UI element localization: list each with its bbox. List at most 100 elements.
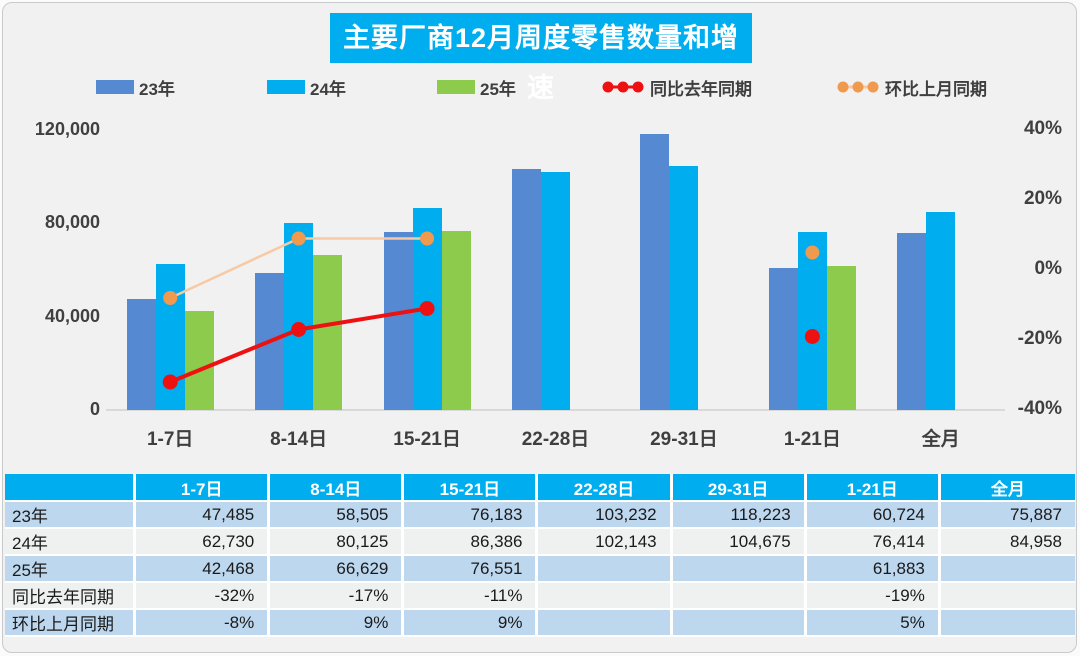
table-row: 环比上月同期 -8% 9% 9% 5%	[5, 610, 1075, 637]
x-axis-category-label: 全月	[921, 429, 960, 450]
table-cell: 86,386	[404, 529, 539, 556]
table-cell: 76,183	[404, 502, 539, 529]
y-axis-tick-label: 80,000	[44, 212, 100, 233]
table-row: 同比去年同期 -32% -17% -11% -19%	[5, 583, 1075, 610]
y-axis-tick-label: 120,000	[34, 119, 100, 139]
x-axis-line	[106, 409, 1005, 411]
row-label: 23年	[5, 502, 137, 529]
bar	[669, 165, 699, 410]
table-cell: 118,223	[672, 502, 807, 529]
table-cell: 9%	[270, 610, 405, 637]
table-header-cell	[5, 474, 137, 502]
right-axis-tick-label: 20%	[1023, 188, 1062, 209]
table-cell	[672, 556, 807, 583]
table-cell: 60,724	[806, 502, 941, 529]
table-cell: 42,468	[136, 556, 271, 583]
right-axis-tick-label: 0%	[1034, 258, 1062, 279]
table-cell: -8%	[136, 610, 271, 637]
mom-line-segment	[169, 237, 300, 300]
yoy-marker	[162, 374, 178, 390]
table-cell	[940, 610, 1075, 637]
table-cell: -17%	[270, 583, 405, 610]
mom-marker	[420, 231, 435, 246]
bar	[126, 299, 156, 410]
mom-marker	[805, 245, 820, 260]
legend-label: 24年	[310, 79, 346, 99]
table-cell: 47,485	[136, 502, 271, 529]
legend-item-4: 同比去年同期	[601, 76, 752, 99]
table-row: 23年 47,485 58,505 76,183 103,232 118,223 60,72…	[5, 502, 1075, 529]
table-cell: 5%	[806, 610, 941, 637]
table-cell: -32%	[136, 583, 271, 610]
mom-marker	[163, 291, 178, 305]
y-axis-tick-label: 0	[89, 399, 100, 419]
table-header-cell: 1-7日	[136, 474, 271, 502]
table-cell: 76,551	[404, 556, 539, 583]
legend-line-marker-icon	[602, 81, 644, 93]
legend-line-marker-icon	[837, 81, 879, 93]
yoy-marker	[291, 322, 307, 337]
bar	[512, 169, 541, 410]
bar	[441, 231, 471, 410]
bar	[184, 310, 214, 410]
table-cell	[672, 610, 807, 637]
table-cell: -11%	[404, 583, 539, 610]
yoy-line-segment	[298, 306, 428, 332]
bar	[897, 232, 927, 410]
table-header-cell: 8-14日	[270, 474, 405, 502]
bar	[640, 134, 670, 410]
legend-swatch-icon	[267, 80, 305, 94]
bar	[768, 268, 798, 410]
table-cell	[538, 556, 673, 583]
table-row: 24年 62,730 80,125 86,386 102,143 104,675 76,41…	[5, 529, 1075, 556]
table-header-cell: 15-21日	[404, 474, 539, 502]
legend-item-3: 25年	[437, 76, 516, 99]
table-cell	[538, 583, 673, 610]
x-axis-category-label: 8-14日	[270, 429, 328, 450]
legend-label: 环比上月同期	[885, 79, 987, 99]
bar	[926, 211, 956, 410]
table-cell: 66,629	[270, 556, 405, 583]
data-table: 1-7日 8-14日 15-21日 22-28日 29-31日 1-21日 全月 23年 47,…	[5, 474, 1075, 637]
right-axis-tick-label: -40%	[1017, 398, 1062, 419]
table-cell: 9%	[404, 610, 539, 637]
right-axis-tick-label: 40%	[1023, 118, 1062, 139]
table-cell: 84,958	[940, 529, 1075, 556]
table-cell: -19%	[806, 583, 941, 610]
table-row: 25年 42,468 66,629 76,551 61,883	[5, 556, 1075, 583]
table-cell: 61,883	[806, 556, 941, 583]
table-header-row: 1-7日 8-14日 15-21日 22-28日 29-31日 1-21日 全月	[5, 474, 1075, 502]
yoy-marker	[419, 301, 435, 316]
chart-title: 主要厂商12月周度零售数量和增速	[330, 13, 752, 103]
table-cell: 62,730	[136, 529, 271, 556]
table-cell: 80,125	[270, 529, 405, 556]
legend-label: 23年	[139, 79, 175, 99]
row-label: 环比上月同期	[5, 610, 137, 637]
row-label: 同比去年同期	[5, 583, 137, 610]
row-label: 25年	[5, 556, 137, 583]
legend-item-5: 环比上月同期	[836, 76, 987, 99]
right-axis-tick-label: -20%	[1017, 328, 1062, 349]
bar	[383, 232, 413, 410]
table-header-cell: 1-21日	[806, 474, 941, 502]
legend-label: 同比去年同期	[650, 79, 752, 99]
y-axis-tick-label: 40,000	[44, 305, 100, 326]
table-header-cell: 22-28日	[538, 474, 673, 502]
legend-label: 25年	[480, 79, 516, 99]
bar	[826, 265, 856, 410]
yoy-marker	[804, 329, 820, 344]
table-cell: 58,505	[270, 502, 405, 529]
yoy-line-segment	[169, 327, 300, 384]
x-axis-category-label: 1-7日	[146, 429, 194, 450]
bar	[541, 171, 570, 410]
x-axis-category-label: 29-31日	[650, 429, 718, 450]
table-cell: 76,414	[806, 529, 941, 556]
table-cell: 103,232	[538, 502, 673, 529]
table-cell	[538, 610, 673, 637]
legend-swatch-icon	[437, 80, 475, 94]
x-axis-category-label: 1-21日	[783, 429, 841, 450]
x-axis-category-label: 15-21日	[393, 429, 461, 450]
bar	[284, 223, 314, 410]
legend-item-2: 24年	[267, 76, 346, 99]
